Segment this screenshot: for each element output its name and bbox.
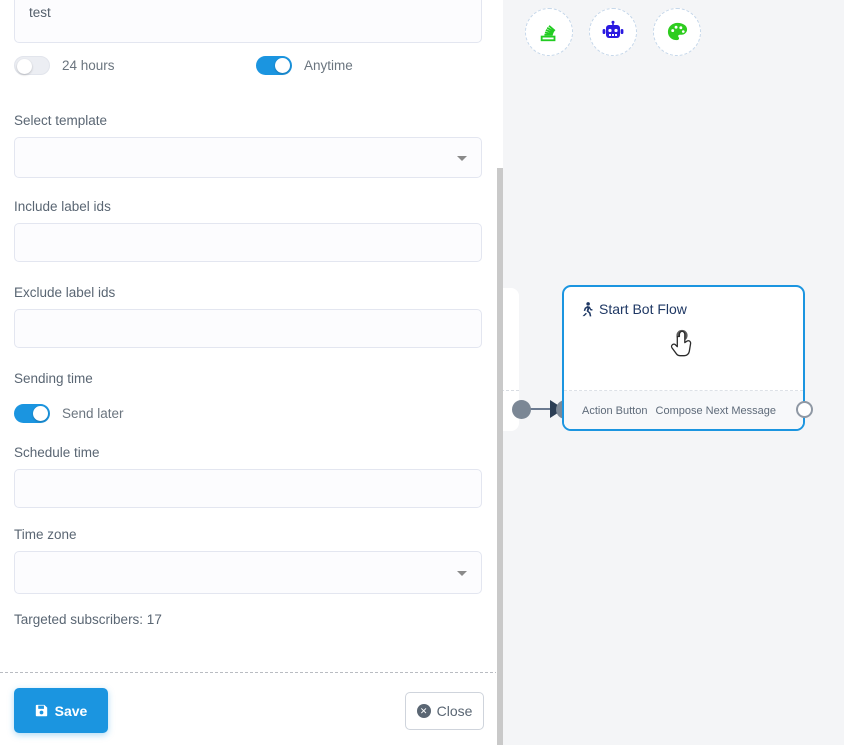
previous-node-divider xyxy=(503,390,519,391)
exclude-label-ids-label: Exclude label ids xyxy=(14,285,116,300)
footer-divider xyxy=(0,672,503,673)
toggle-24-hours[interactable]: 24 hours xyxy=(14,56,115,75)
x-circle-icon: ✕ xyxy=(416,704,431,718)
field-schedule-time: Schedule time xyxy=(0,445,496,508)
exclude-label-ids-input[interactable] xyxy=(14,309,482,348)
include-label-ids-input[interactable] xyxy=(14,223,482,262)
pointer-hand-cursor xyxy=(661,325,705,369)
switch-knob xyxy=(33,406,48,421)
time-zone-label: Time zone xyxy=(14,527,77,542)
port-compose-next-message-handle[interactable] xyxy=(796,401,813,418)
field-time-zone: Time zone xyxy=(0,527,496,594)
port-compose-next-message-label: Compose Next Message xyxy=(655,405,776,417)
chevron-down-icon xyxy=(457,570,467,576)
flow-node-title-label: Start Bot Flow xyxy=(599,301,687,317)
flow-node-start-bot-flow[interactable]: Start Bot Flow Action Button Compose Nex… xyxy=(562,285,813,431)
switch-anytime[interactable] xyxy=(256,56,292,75)
form-scroll-area: test 24 hours Anytime Select template xyxy=(0,0,496,627)
port-action-button-label: Action Button xyxy=(582,405,648,417)
canvas-tool-bot[interactable] xyxy=(589,8,637,56)
switch-knob xyxy=(275,58,290,73)
broadcast-settings-panel: test 24 hours Anytime Select template xyxy=(0,0,503,745)
stack-list-icon xyxy=(540,25,556,42)
toggle-anytime-label: Anytime xyxy=(304,58,353,73)
palette-icon xyxy=(667,22,687,40)
close-button[interactable]: ✕ Close xyxy=(405,692,484,730)
switch-send-later[interactable] xyxy=(14,404,50,423)
field-exclude-label-ids: Exclude label ids xyxy=(0,285,496,348)
flow-node-ports: Action Button Compose Next Message xyxy=(564,391,813,429)
sending-time-label: Sending time xyxy=(14,371,93,386)
time-zone-dropdown[interactable] xyxy=(14,551,482,594)
switch-24-hours[interactable] xyxy=(14,56,50,75)
close-button-label: Close xyxy=(436,703,473,719)
include-label-ids-label: Include label ids xyxy=(14,199,111,214)
chevron-down-icon xyxy=(457,155,467,161)
flow-edge-source-port[interactable] xyxy=(512,400,531,419)
targeted-subscribers-count: Targeted subscribers: 17 xyxy=(14,612,162,627)
field-include-label-ids: Include label ids xyxy=(0,199,496,262)
toggle-send-later-label: Send later xyxy=(62,406,124,421)
save-button-label: Save xyxy=(54,702,88,719)
flow-canvas[interactable]: Start Bot Flow Action Button Compose Nex… xyxy=(503,0,844,745)
toggle-send-later[interactable]: Send later xyxy=(14,404,124,423)
select-template-label: Select template xyxy=(14,113,108,128)
canvas-tool-stack-list[interactable] xyxy=(525,8,573,56)
canvas-tool-palette[interactable] xyxy=(653,8,701,56)
save-button[interactable]: Save xyxy=(14,688,108,733)
previous-node-partial[interactable] xyxy=(503,288,519,431)
schedule-time-input[interactable] xyxy=(14,469,482,508)
select-template-dropdown[interactable] xyxy=(14,137,482,178)
running-person-icon xyxy=(582,301,593,317)
message-textarea[interactable]: test xyxy=(14,0,482,43)
flow-node-header: Start Bot Flow xyxy=(581,301,687,317)
schedule-time-label: Schedule time xyxy=(14,445,100,460)
flow-edge-line xyxy=(522,408,563,410)
field-select-template: Select template xyxy=(0,113,496,178)
switch-knob xyxy=(17,59,32,74)
floppy-disk-icon xyxy=(35,704,47,717)
robot-icon xyxy=(602,20,624,38)
panel-scrollbar-thumb[interactable] xyxy=(497,168,503,745)
flow-node-divider xyxy=(564,390,803,391)
toggle-anytime[interactable]: Anytime xyxy=(256,56,353,75)
toggle-24-hours-label: 24 hours xyxy=(62,58,115,73)
